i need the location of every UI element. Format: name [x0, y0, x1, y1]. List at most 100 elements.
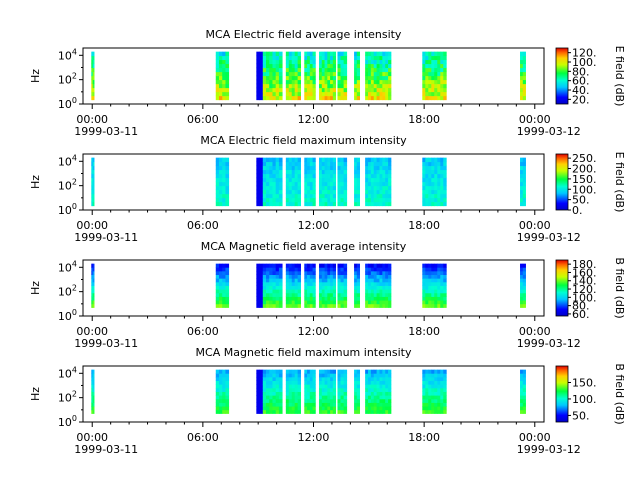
spectrogram-cell	[520, 87, 524, 93]
spectrogram-cell	[92, 197, 95, 203]
spectrogram-cell	[307, 181, 311, 187]
spectrogram-cell	[443, 169, 447, 175]
spectrogram-cell	[324, 157, 328, 163]
spectrogram-cell	[262, 398, 267, 403]
spectrogram-cell	[437, 91, 441, 97]
spectrogram-cell	[437, 395, 441, 400]
spectrogram-cell	[262, 267, 267, 272]
spectrogram-cell	[330, 83, 334, 89]
spectrogram-cell	[215, 384, 220, 389]
spectrogram-cell	[291, 406, 296, 411]
colorbar-tick-label: 150.	[572, 173, 597, 186]
spectrogram-cell	[370, 409, 375, 414]
spectrogram-cell	[288, 384, 293, 389]
spectrogram-cell	[422, 285, 426, 290]
spectrogram-cell	[319, 406, 323, 411]
x-tick-label: 18:00	[408, 219, 440, 232]
spectrogram-cell	[259, 292, 264, 297]
spectrogram-cell	[215, 87, 220, 93]
spectrogram-cell	[443, 201, 447, 207]
spectrogram-cell	[291, 87, 296, 93]
spectrogram-cell	[520, 59, 524, 65]
spectrogram-cell	[428, 384, 432, 389]
colorbar-tick-label: 20.	[572, 93, 590, 106]
spectrogram-cell	[307, 189, 311, 195]
spectrogram-cell	[340, 173, 345, 179]
spectrogram-cell	[340, 51, 345, 57]
spectrogram-cell	[443, 71, 447, 77]
spectrogram-cell	[365, 185, 369, 191]
spectrogram-cell	[259, 270, 264, 276]
spectrogram-cell	[354, 380, 358, 385]
spectrogram-cell	[365, 270, 369, 276]
spectrogram-cell	[294, 161, 299, 167]
spectrogram-cell	[225, 406, 230, 411]
spectrogram-cell	[431, 59, 435, 65]
spectrogram-cell	[92, 67, 95, 73]
spectrogram-cell	[324, 201, 328, 207]
spectrogram-cell	[428, 409, 432, 414]
spectrogram-cell	[259, 395, 264, 400]
spectrogram-cell	[256, 380, 260, 385]
spectrogram-cell	[337, 296, 341, 301]
spectrogram-cell	[285, 395, 290, 400]
spectrogram-cell	[309, 189, 313, 195]
spectrogram-cell	[332, 181, 337, 187]
spectrogram-cell	[319, 59, 323, 65]
spectrogram-cell	[365, 402, 369, 407]
spectrogram-block	[285, 51, 301, 101]
spectrogram-cell	[428, 197, 432, 203]
spectrogram-cell	[376, 201, 380, 207]
spectrogram-cell	[368, 303, 372, 308]
spectrogram-cell	[440, 63, 444, 69]
spectrogram-cell	[376, 300, 380, 305]
spectrogram-cell	[437, 296, 441, 301]
spectrogram-cell	[376, 380, 380, 385]
spectrogram-cell	[225, 263, 230, 268]
spectrogram-cell	[262, 75, 267, 81]
spectrogram-cell	[520, 402, 524, 407]
spectrogram-cell	[278, 303, 283, 308]
spectrogram-cell	[285, 380, 290, 385]
spectrogram-cell	[275, 181, 280, 187]
spectrogram-cell	[356, 267, 360, 272]
spectrogram-cell	[307, 173, 311, 179]
spectrogram-cell	[324, 165, 328, 171]
spectrogram-cell	[428, 281, 432, 286]
spectrogram-cell	[312, 157, 316, 163]
spectrogram-cell	[312, 83, 316, 89]
spectrogram-cell	[304, 278, 308, 283]
spectrogram-cell	[319, 87, 323, 93]
spectrogram-cell	[218, 71, 223, 77]
spectrogram-cell	[262, 189, 267, 195]
spectrogram-cell	[321, 59, 325, 65]
spectrogram-cell	[327, 91, 331, 97]
spectrogram-cell	[365, 391, 369, 396]
spectrogram-cell	[522, 296, 526, 301]
spectrogram-cell	[520, 398, 524, 403]
spectrogram-cell	[285, 91, 290, 97]
spectrogram-cell	[343, 398, 348, 403]
spectrogram-cell	[304, 270, 308, 276]
spectrogram-cell	[256, 83, 260, 89]
spectrogram-cell	[92, 373, 95, 378]
spectrogram-cell	[356, 91, 360, 97]
spectrogram-cell	[291, 395, 296, 400]
spectrogram-cell	[92, 292, 95, 297]
spectrogram-cell	[256, 177, 260, 183]
spectrogram-cell	[376, 83, 380, 89]
spectrogram-cell	[321, 263, 325, 268]
spectrogram-cell	[225, 189, 230, 195]
spectrogram-cell	[291, 165, 296, 171]
spectrogram-cell	[307, 161, 311, 167]
spectrogram-cell	[218, 267, 223, 272]
spectrogram-cell	[443, 63, 447, 69]
spectrogram-cell	[215, 398, 220, 403]
spectrogram-cell	[440, 267, 444, 272]
spectrogram-cell	[262, 402, 267, 407]
spectrogram-cell	[225, 185, 230, 191]
spectrogram-cell	[256, 281, 260, 286]
spectrogram-cell	[266, 395, 270, 400]
spectrogram-cell	[330, 181, 334, 187]
spectrogram-cell	[337, 387, 341, 392]
